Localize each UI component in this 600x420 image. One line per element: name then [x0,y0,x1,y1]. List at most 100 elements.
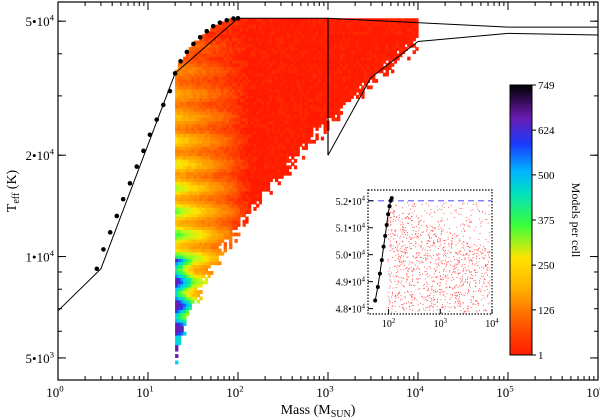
heatmap-cell [177,338,182,342]
heatmap-cell [191,283,195,288]
heatmap-cell [204,226,209,230]
heatmap-cell [250,79,254,83]
heatmap-cell [245,168,249,173]
heatmap-cell [258,130,263,135]
inset-scatter-point [418,261,420,263]
heatmap-cell [215,216,219,221]
heatmap-cell [180,69,184,74]
heatmap-cell [242,206,246,211]
inset-scatter-point [489,250,491,252]
heatmap-cell [312,56,317,61]
inset-scatter-point [456,291,458,293]
inset-scatter-point [486,267,488,269]
heatmap-cell [175,159,179,163]
heatmap-cell [247,47,252,51]
heatmap-cell [350,50,354,55]
heatmap-cell [183,229,187,234]
heatmap-cell [210,79,214,83]
heatmap-cell [266,37,271,42]
heatmap-cell [175,226,179,230]
heatmap-cell [355,37,360,42]
heatmap-cell [185,149,190,154]
heatmap-cell [239,203,244,208]
heatmap-cell [358,88,362,93]
heatmap-cell [350,37,354,42]
heatmap-cell [304,59,308,64]
heatmap-cell [339,72,344,77]
heatmap-cell [358,37,362,42]
heatmap-cell [393,21,398,26]
heatmap-cell [193,242,198,246]
heatmap-cell [269,165,273,170]
inset-scatter-point [422,303,424,305]
heatmap-cell [274,165,279,170]
heatmap-cell [328,43,333,48]
heatmap-cell [334,117,338,122]
heatmap-cell [215,75,219,80]
heatmap-cell [361,40,365,45]
heatmap-cell [318,85,322,90]
heatmap-cell [391,69,395,74]
heatmap-cell [247,114,252,119]
heatmap-cell [382,66,387,71]
inset-scatter-point [434,243,436,244]
heatmap-cell [407,18,411,23]
heatmap-cell [266,47,271,51]
heatmap-cell [274,27,279,32]
inset-scatter-point [477,271,479,273]
heatmap-cell [193,107,198,112]
heatmap-cell [223,194,227,199]
heatmap-cell [264,181,268,186]
heatmap-cell [175,286,179,291]
heatmap-cell [355,85,360,90]
heatmap-cell [291,69,295,74]
heatmap-cell [229,219,233,224]
heatmap-cell [185,187,190,192]
heatmap-cell [191,136,195,141]
heatmap-cell [258,43,263,48]
track-point [167,88,173,94]
heatmap-cell [353,66,357,71]
heatmap-cell [229,104,233,109]
heatmap-cell [175,155,179,160]
heatmap-cell [183,79,187,83]
heatmap-cell [318,31,322,35]
heatmap-cell [264,130,268,135]
heatmap-cell [264,168,268,173]
heatmap-cell [288,127,292,131]
inset-scatter-point [390,233,392,235]
heatmap-cell [207,47,211,51]
heatmap-cell [372,69,376,74]
heatmap-cell [185,210,190,214]
heatmap-cell [312,59,317,64]
heatmap-cell [264,136,268,141]
heatmap-cell [175,146,179,151]
heatmap-cell [256,40,260,45]
heatmap-cell [180,155,184,160]
heatmap-cell [234,56,238,61]
heatmap-cell [269,56,273,61]
heatmap-cell [318,101,322,106]
heatmap-cell [272,59,276,64]
heatmap-cell [307,136,311,141]
heatmap-cell [293,146,298,151]
heatmap-cell [180,226,184,230]
heatmap-cell [188,232,192,237]
heatmap-cell [318,95,322,99]
heatmap-cell [280,175,284,179]
heatmap-cell [347,47,352,51]
heatmap-cell [229,101,233,106]
heatmap-cell [350,69,354,74]
heatmap-cell [253,75,257,80]
heatmap-cell [347,79,352,83]
heatmap-cell [293,59,298,64]
heatmap-cell [269,130,273,135]
inset-scatter-point [406,279,408,281]
inset-scatter-point [439,238,441,240]
heatmap-cell [239,184,244,189]
heatmap-cell [204,242,209,246]
heatmap-cell [285,53,290,58]
heatmap-cell [202,101,206,106]
inset-scatter-point [450,287,452,288]
heatmap-cell [202,187,206,192]
